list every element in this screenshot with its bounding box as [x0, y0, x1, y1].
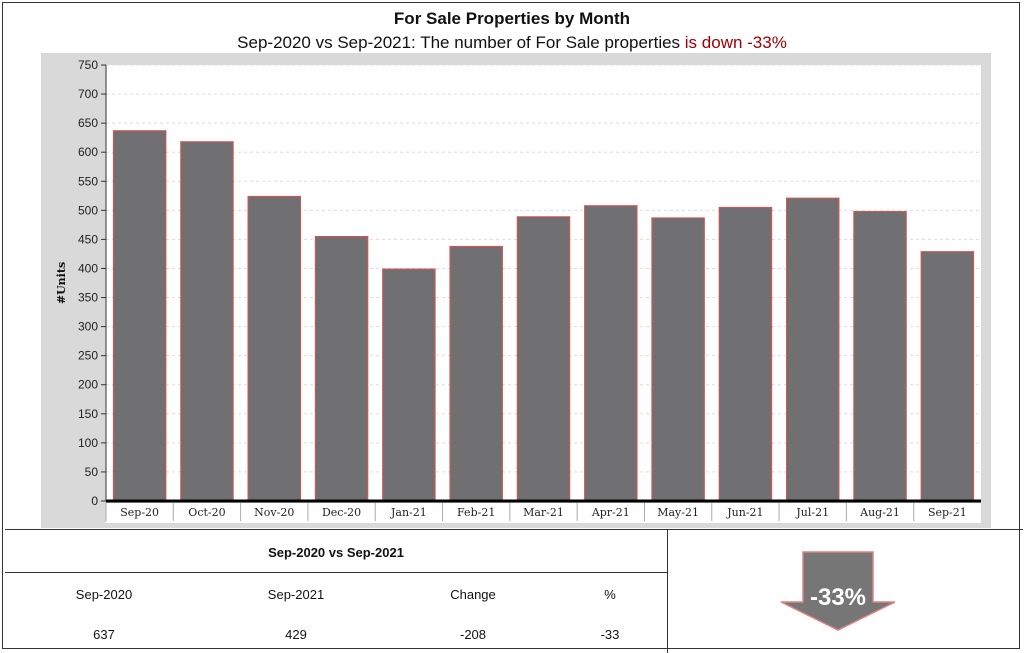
- table-title: Sep-2020 vs Sep-2021: [268, 545, 404, 560]
- y-axis-label: #Units: [55, 262, 68, 304]
- badge-text: -33%: [810, 584, 866, 611]
- bar-apr-21: [584, 205, 638, 502]
- y-tick-label: 750: [78, 58, 98, 72]
- bar-oct-20: [180, 141, 234, 502]
- x-tick-label: Sep-20: [120, 506, 159, 519]
- y-tick-label: 50: [85, 465, 99, 479]
- x-tick-label: Apr-21: [591, 506, 630, 519]
- bar-nov-20: [247, 195, 302, 502]
- y-tick-label: 350: [78, 291, 98, 305]
- bar-jan-21: [382, 268, 436, 502]
- header-change: Change: [450, 587, 496, 602]
- bar-sep-20: [112, 130, 167, 502]
- y-tick-label: 500: [78, 203, 98, 217]
- comparison-panel: Sep-2020 vs Sep-2021 Sep-2020 Sep-2021 C…: [5, 529, 1023, 653]
- value-percent: -33: [600, 627, 620, 642]
- bar-jun-21: [718, 206, 773, 502]
- down-arrow-icon: -33%: [775, 550, 896, 637]
- y-tick-label: 200: [78, 378, 98, 392]
- y-tick-label: 400: [78, 261, 98, 275]
- y-tick-label: 300: [78, 320, 98, 334]
- subtitle-main: Sep-2020 vs Sep-2021: The number of For …: [237, 33, 681, 52]
- x-tick-label: Mar-21: [523, 506, 564, 519]
- x-tick-label: Jul-21: [795, 506, 829, 519]
- x-tick-label: May-21: [657, 506, 699, 519]
- y-tick-label: 100: [78, 436, 98, 450]
- x-tick-label: Feb-21: [457, 506, 495, 519]
- y-tick-label: 150: [78, 407, 98, 421]
- y-tick-label: 550: [78, 174, 98, 188]
- value-sep-2021: 429: [285, 627, 307, 642]
- value-sep-2020: 637: [93, 627, 115, 642]
- x-tick-label: Aug-21: [859, 506, 900, 519]
- y-tick-label: 650: [78, 116, 98, 130]
- bar-aug-21: [853, 210, 907, 502]
- bar-jul-21: [785, 197, 840, 502]
- y-tick-label: 250: [78, 349, 98, 363]
- bar-sep-21: [920, 251, 975, 502]
- bar-feb-21: [449, 245, 503, 502]
- x-tick-label: Jan-21: [390, 506, 427, 519]
- header-percent: %: [604, 587, 616, 602]
- panel-divider: [667, 530, 668, 653]
- y-tick-label: 0: [91, 494, 98, 508]
- bar-dec-20: [314, 235, 369, 502]
- chart-subtitle: Sep-2020 vs Sep-2021: The number of For …: [3, 33, 1021, 53]
- x-tick-label: Nov-20: [254, 506, 294, 519]
- y-tick-label: 600: [78, 145, 98, 159]
- x-tick-label: Sep-21: [928, 506, 967, 519]
- header-sep-2021: Sep-2021: [267, 587, 325, 602]
- table-divider: [5, 572, 667, 573]
- x-label-band: [106, 503, 981, 523]
- y-tick-label: 700: [78, 87, 98, 101]
- bar-may-21: [651, 217, 705, 502]
- bar-chart: 0 50 100 150 200 250 300 350 400 450 500 550 600 650 7…: [55, 58, 981, 523]
- x-tick-label: Oct-20: [188, 506, 225, 519]
- subtitle-highlight: is down -33%: [684, 33, 787, 52]
- x-tick-label: Jun-21: [726, 506, 763, 519]
- bar-mar-21: [516, 216, 571, 502]
- chart-title: For Sale Properties by Month: [393, 9, 631, 28]
- x-tick-label: Dec-20: [322, 506, 361, 519]
- y-tick-label: 450: [78, 232, 98, 246]
- value-change: -208: [459, 627, 487, 642]
- header-sep-2020: Sep-2020: [75, 587, 133, 602]
